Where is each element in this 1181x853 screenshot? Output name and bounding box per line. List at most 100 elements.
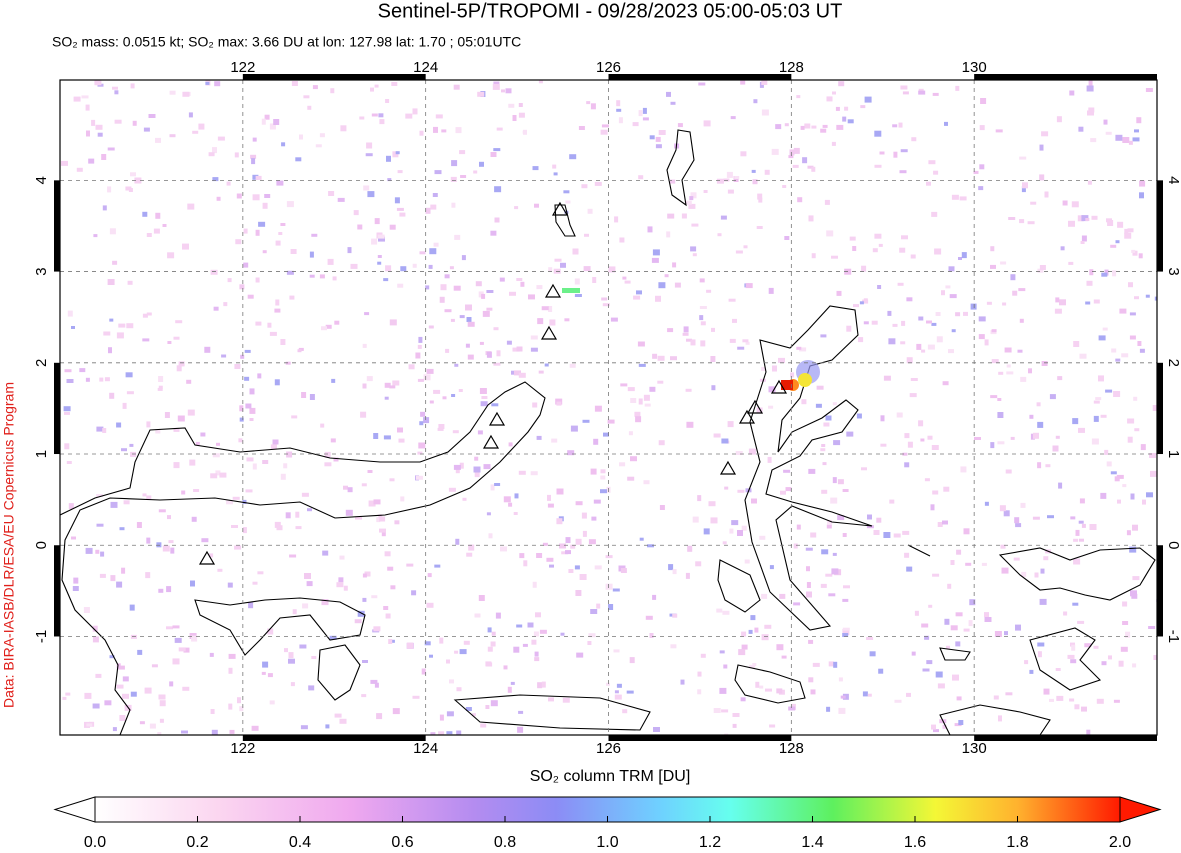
noise-pixel (955, 312, 961, 317)
noise-pixel (720, 215, 727, 220)
noise-pixel (210, 473, 218, 479)
noise-pixel (796, 346, 802, 350)
noise-pixel (471, 713, 476, 717)
noise-pixel (780, 490, 786, 495)
noise-pixel (377, 234, 385, 239)
noise-pixel (407, 642, 413, 649)
noise-pixel (432, 193, 438, 197)
coastline (554, 204, 576, 237)
noise-pixel (610, 317, 618, 322)
noise-pixel (926, 181, 931, 186)
noise-pixel (474, 472, 480, 478)
noise-pixel (1150, 470, 1157, 477)
noise-pixel (1010, 274, 1016, 281)
noise-pixel (574, 278, 580, 285)
noise-pixel (499, 277, 505, 282)
noise-pixel (826, 524, 832, 529)
noise-pixel (107, 279, 115, 285)
noise-pixel (295, 157, 302, 162)
noise-pixel (503, 665, 508, 670)
noise-pixel (468, 544, 475, 551)
noise-pixel (1002, 302, 1007, 306)
volcano-marker (719, 460, 737, 475)
noise-pixel (155, 212, 161, 219)
noise-pixel (552, 164, 557, 169)
noise-pixel (878, 243, 883, 247)
noise-pixel (1132, 250, 1138, 256)
noise-pixel (79, 368, 86, 373)
noise-pixel (729, 528, 734, 534)
noise-pixel (824, 199, 830, 205)
noise-pixel (343, 485, 348, 490)
noise-pixel (1081, 235, 1087, 242)
noise-pixel (738, 649, 746, 656)
noise-pixel (339, 718, 347, 724)
noise-pixel (114, 119, 122, 124)
noise-pixel (1110, 471, 1117, 475)
noise-pixel (942, 381, 949, 386)
noise-pixel (998, 715, 1002, 722)
noise-pixel (544, 363, 549, 367)
noise-pixel (767, 456, 772, 463)
noise-pixel (556, 518, 563, 525)
noise-pixel (477, 91, 485, 97)
lat-tick-label: 0 (33, 541, 50, 549)
noise-pixel (239, 284, 245, 290)
noise-pixel (301, 392, 307, 398)
noise-pixel (81, 95, 89, 99)
noise-pixel (826, 230, 834, 237)
noise-pixel (172, 625, 180, 629)
noise-pixel (613, 649, 620, 653)
noise-pixel (833, 661, 838, 668)
colorbar-tick-label: 1.4 (801, 834, 823, 851)
noise-pixel (984, 617, 992, 622)
noise-pixel (1154, 296, 1157, 301)
noise-pixel (680, 679, 685, 685)
noise-pixel (104, 377, 110, 382)
noise-pixel (991, 359, 999, 364)
noise-pixel (151, 664, 158, 668)
noise-pixel (125, 372, 133, 378)
noise-pixel (564, 318, 570, 322)
noise-pixel (389, 385, 396, 389)
noise-pixel (838, 707, 846, 714)
colorbar-tick-label: 0.6 (391, 834, 413, 851)
lon-tick-label: 126 (596, 59, 621, 76)
noise-pixel (574, 565, 580, 570)
noise-pixel (942, 724, 947, 729)
noise-pixel (792, 164, 799, 168)
noise-pixel (918, 316, 924, 321)
noise-pixel (681, 213, 687, 219)
lon-tick-label: 128 (779, 59, 804, 76)
noise-pixel (1148, 626, 1156, 629)
noise-pixel (307, 105, 312, 110)
noise-pixel (446, 731, 453, 735)
noise-pixel (1067, 654, 1075, 659)
noise-pixel (840, 695, 846, 699)
noise-pixel (570, 544, 576, 549)
noise-pixel (1078, 520, 1084, 524)
noise-pixel (1049, 698, 1054, 702)
noise-pixel (309, 274, 315, 278)
noise-pixel (309, 251, 314, 258)
noise-pixel (492, 83, 500, 90)
noise-pixel (861, 265, 867, 272)
noise-pixel (227, 278, 232, 283)
noise-pixel (461, 255, 466, 261)
noise-pixel (926, 320, 932, 324)
noise-pixel (158, 385, 163, 389)
axis-bar (1157, 180, 1163, 272)
noise-pixel (460, 175, 467, 178)
noise-pixel (579, 574, 587, 580)
noise-pixel (347, 487, 353, 493)
noise-pixel (607, 419, 615, 424)
noise-pixel (173, 336, 180, 340)
noise-pixel (440, 284, 447, 291)
noise-pixel (1117, 221, 1124, 228)
noise-pixel (85, 547, 93, 554)
noise-pixel (419, 421, 424, 426)
volcano-marker (738, 409, 756, 424)
noise-pixel (698, 82, 706, 86)
noise-pixel (846, 431, 854, 437)
noise-pixel (119, 715, 126, 721)
